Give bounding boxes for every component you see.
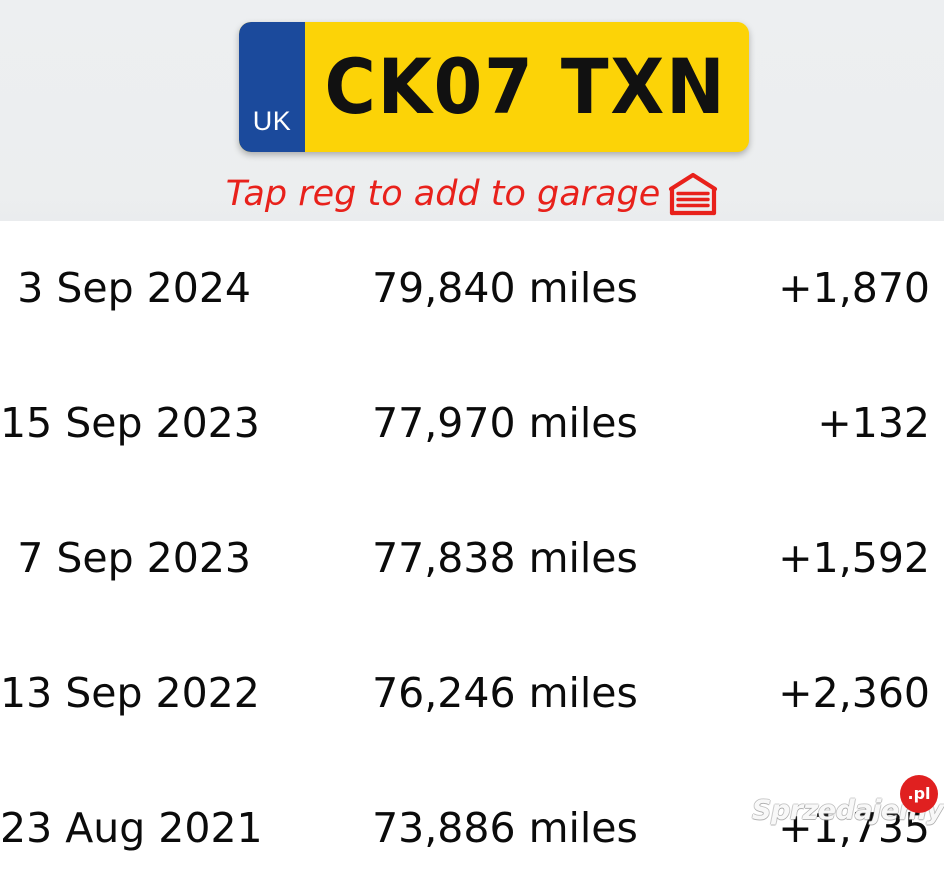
plate-face: CK07 TXN [305,22,749,152]
plate-country-band: UK [239,22,305,152]
add-to-garage-hint-label: Tap reg to add to garage [225,173,661,214]
plate-country-code: UK [252,106,292,136]
add-to-garage-hint[interactable]: Tap reg to add to garage [0,172,944,216]
table-row[interactable]: 15 Sep 2023 77,970 miles +132 [0,356,944,491]
row-mileage: 79,840 miles [372,264,638,312]
table-row[interactable]: 13 Sep 2022 76,246 miles +2,360 [0,626,944,761]
plate-registration-text: CK07 TXN [324,42,726,131]
row-mileage: 77,970 miles [372,399,638,447]
row-date: 15 Sep 2023 [0,399,260,447]
mileage-history-table: 3 Sep 2024 79,840 miles +1,870 15 Sep 20… [0,221,944,849]
table-row[interactable]: 3 Sep 2024 79,840 miles +1,870 [0,221,944,356]
row-date: 13 Sep 2022 [0,669,260,717]
table-row[interactable]: 7 Sep 2023 77,838 miles +1,592 [0,491,944,626]
row-date: 23 Aug 2021 [0,804,263,852]
row-mileage: 76,246 miles [372,669,638,717]
row-change: +1,735 [778,804,930,852]
row-change: +132 [817,399,930,447]
row-mileage: 77,838 miles [372,534,638,582]
row-mileage: 73,886 miles [372,804,638,852]
row-change: +2,360 [778,669,930,717]
row-date: 7 Sep 2023 [17,534,251,582]
row-date: 3 Sep 2024 [17,264,251,312]
table-row[interactable]: 23 Aug 2021 73,886 miles +1,735 [0,761,944,896]
mot-mileage-history-screen: UK CK07 TXN Tap reg to add to garage 3 S… [0,0,944,849]
row-change: +1,592 [778,534,930,582]
garage-icon [669,172,718,216]
eu-stars-icon [239,36,305,76]
number-plate-button[interactable]: UK CK07 TXN [239,22,749,152]
row-change: +1,870 [778,264,930,312]
